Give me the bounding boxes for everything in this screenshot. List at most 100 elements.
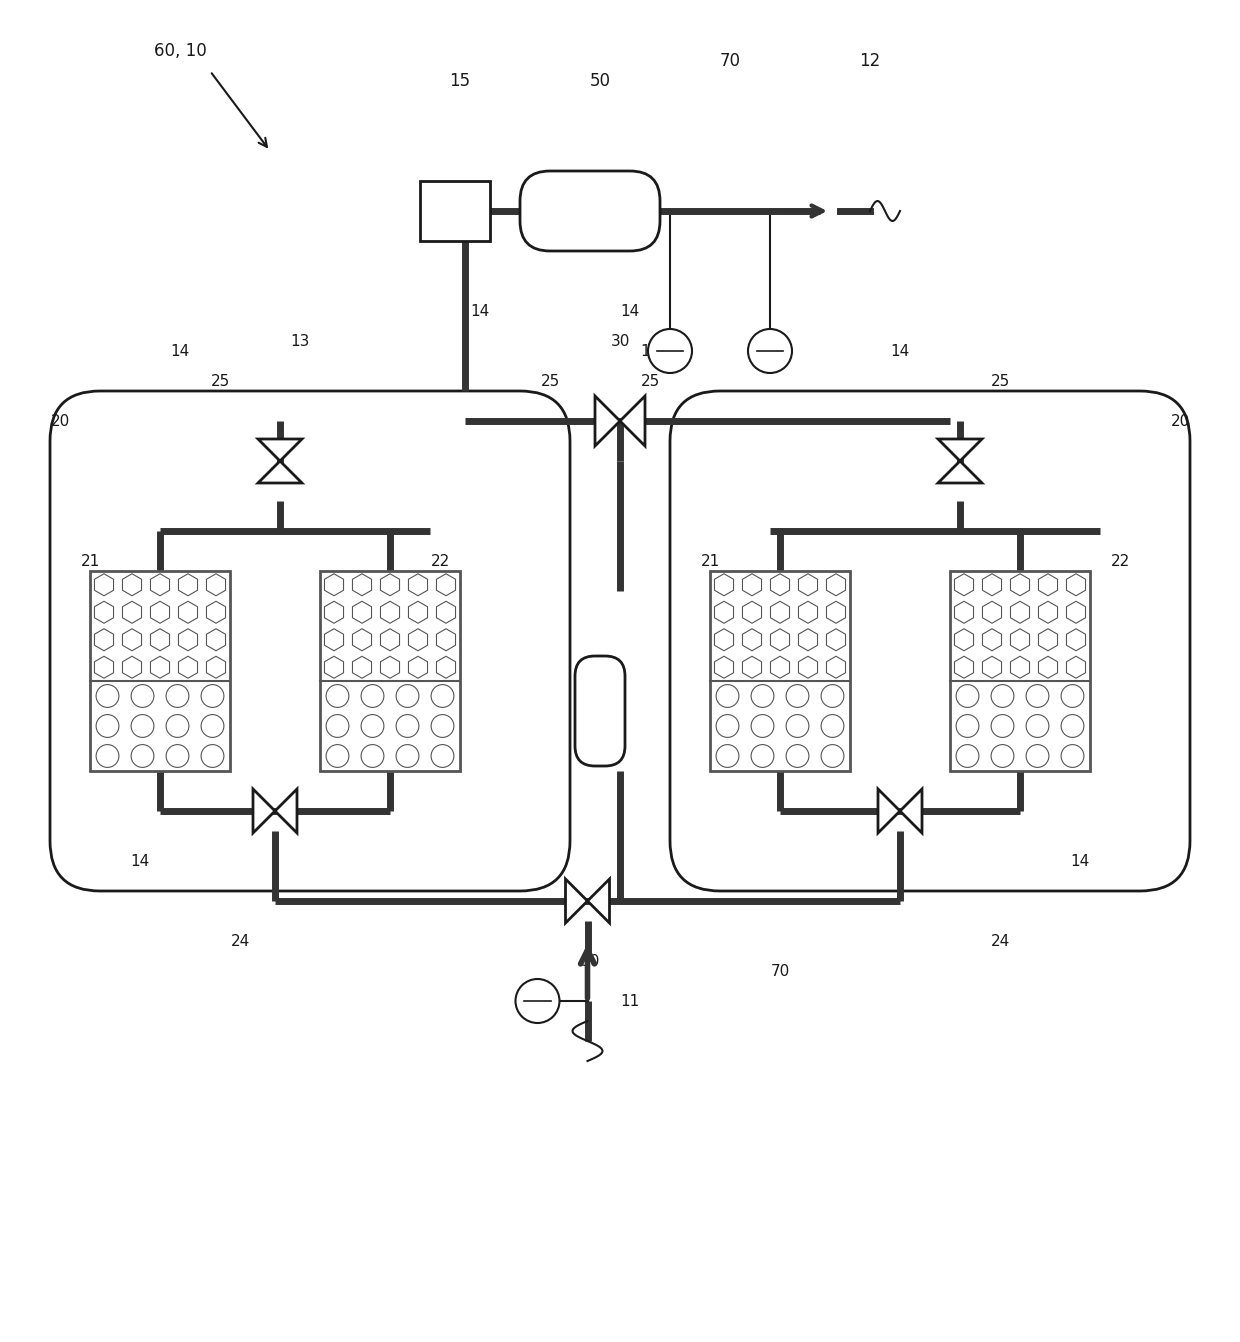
- Text: 25: 25: [991, 373, 1009, 388]
- Text: 70: 70: [719, 52, 740, 70]
- FancyBboxPatch shape: [520, 170, 660, 251]
- Circle shape: [326, 684, 348, 707]
- Text: 14: 14: [890, 344, 910, 358]
- Circle shape: [432, 684, 454, 707]
- Bar: [950, 570, 1090, 772]
- Circle shape: [751, 745, 774, 768]
- Circle shape: [326, 745, 348, 768]
- Text: 21: 21: [701, 553, 719, 569]
- Text: 24: 24: [991, 934, 1009, 949]
- Text: 22: 22: [430, 553, 450, 569]
- Bar: [420, 181, 490, 242]
- Circle shape: [956, 745, 978, 768]
- Circle shape: [516, 980, 559, 1023]
- Polygon shape: [937, 462, 982, 483]
- Circle shape: [396, 745, 419, 768]
- Circle shape: [361, 684, 384, 707]
- Text: 12: 12: [859, 52, 880, 70]
- Circle shape: [201, 684, 224, 707]
- FancyBboxPatch shape: [50, 391, 570, 891]
- Text: 24: 24: [231, 934, 249, 949]
- Circle shape: [1025, 684, 1049, 707]
- Circle shape: [991, 745, 1014, 768]
- Circle shape: [166, 714, 188, 737]
- Circle shape: [991, 714, 1014, 737]
- Polygon shape: [258, 439, 303, 462]
- Text: 30: 30: [580, 954, 600, 969]
- Polygon shape: [620, 396, 645, 446]
- Text: 22: 22: [1110, 553, 1130, 569]
- Text: 14: 14: [640, 344, 660, 358]
- Text: 11: 11: [620, 993, 640, 1008]
- Circle shape: [1061, 745, 1084, 768]
- Text: 25: 25: [211, 373, 229, 388]
- Text: 23: 23: [821, 613, 839, 628]
- Text: 21: 21: [81, 553, 99, 569]
- Circle shape: [131, 745, 154, 768]
- Text: 20: 20: [51, 413, 69, 428]
- Circle shape: [201, 745, 224, 768]
- Polygon shape: [275, 789, 298, 833]
- Circle shape: [166, 684, 188, 707]
- Bar: [320, 570, 460, 772]
- Polygon shape: [937, 439, 982, 462]
- Circle shape: [1061, 714, 1084, 737]
- Text: 40: 40: [760, 334, 780, 349]
- Circle shape: [97, 714, 119, 737]
- Circle shape: [649, 329, 692, 373]
- Text: 23: 23: [351, 714, 370, 729]
- Circle shape: [1061, 684, 1084, 707]
- Circle shape: [956, 714, 978, 737]
- Circle shape: [991, 684, 1014, 707]
- Text: 50: 50: [589, 72, 610, 90]
- Polygon shape: [900, 789, 923, 833]
- Circle shape: [1025, 745, 1049, 768]
- Text: 20: 20: [1171, 413, 1189, 428]
- Polygon shape: [258, 462, 303, 483]
- Circle shape: [131, 714, 154, 737]
- Polygon shape: [595, 396, 620, 446]
- Text: 70: 70: [770, 964, 790, 978]
- Circle shape: [786, 684, 808, 707]
- Text: 14: 14: [470, 303, 490, 318]
- Circle shape: [751, 684, 774, 707]
- Text: 14: 14: [1070, 854, 1090, 868]
- Text: 14: 14: [620, 303, 640, 318]
- Text: 23: 23: [821, 714, 839, 729]
- Text: 23: 23: [991, 714, 1009, 729]
- Circle shape: [361, 714, 384, 737]
- Circle shape: [361, 745, 384, 768]
- Circle shape: [166, 745, 188, 768]
- Bar: [711, 570, 849, 772]
- Polygon shape: [565, 879, 588, 923]
- Circle shape: [396, 684, 419, 707]
- Circle shape: [396, 714, 419, 737]
- Circle shape: [432, 745, 454, 768]
- Text: 23: 23: [351, 613, 370, 628]
- Circle shape: [97, 684, 119, 707]
- Text: 14: 14: [130, 854, 150, 868]
- Text: 60, 10: 60, 10: [154, 42, 206, 60]
- Text: 14: 14: [170, 344, 190, 358]
- Text: 23: 23: [991, 613, 1009, 628]
- Circle shape: [717, 684, 739, 707]
- Circle shape: [717, 714, 739, 737]
- Text: 23: 23: [211, 613, 229, 628]
- Circle shape: [821, 745, 844, 768]
- Circle shape: [786, 745, 808, 768]
- Text: 23: 23: [211, 714, 229, 729]
- Text: 15: 15: [449, 72, 470, 90]
- Text: 25: 25: [640, 373, 660, 388]
- Circle shape: [748, 329, 792, 373]
- Circle shape: [97, 745, 119, 768]
- Circle shape: [786, 714, 808, 737]
- Circle shape: [751, 714, 774, 737]
- Circle shape: [201, 714, 224, 737]
- Circle shape: [821, 684, 844, 707]
- Circle shape: [717, 745, 739, 768]
- Text: 25: 25: [541, 373, 559, 388]
- Circle shape: [432, 714, 454, 737]
- Text: 30: 30: [610, 334, 630, 349]
- Circle shape: [131, 684, 154, 707]
- Circle shape: [1025, 714, 1049, 737]
